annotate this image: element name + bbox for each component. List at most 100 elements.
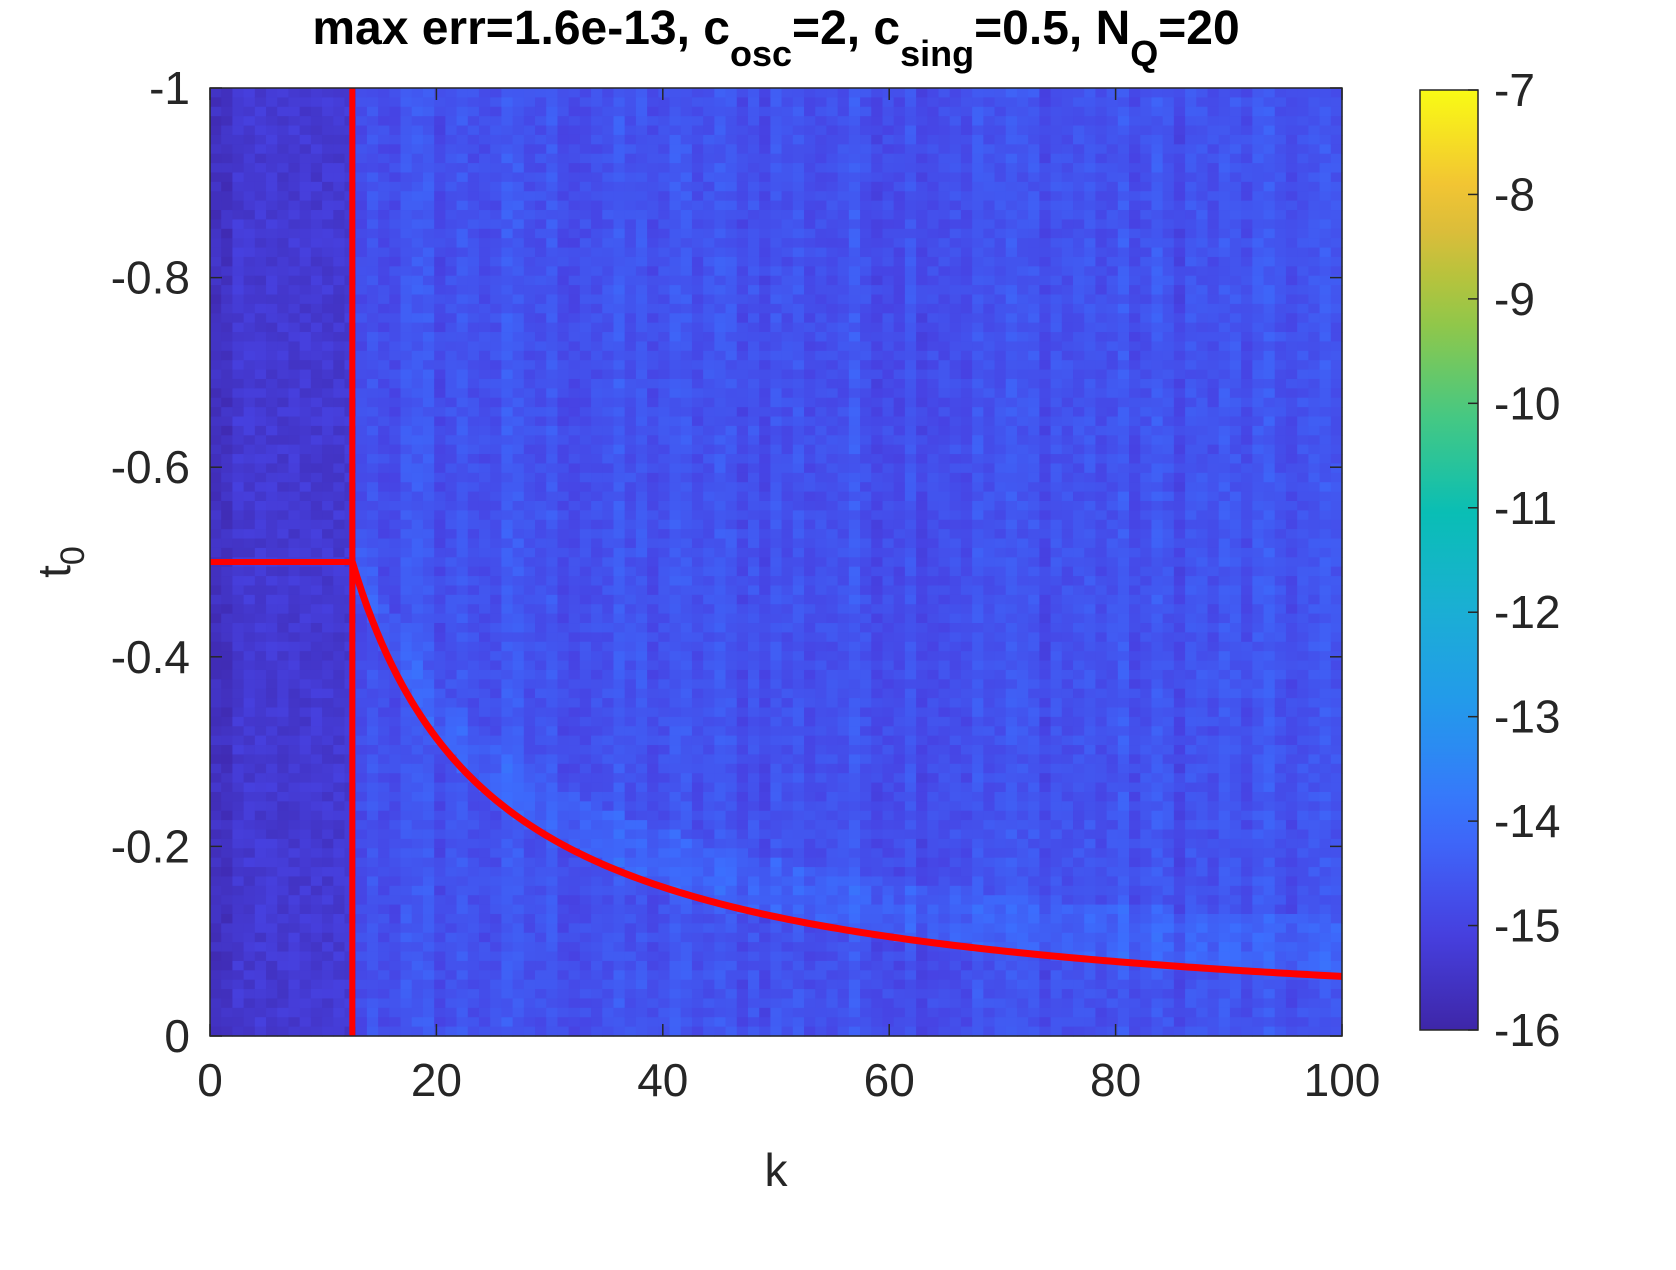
heatmap-cell: [221, 416, 234, 427]
heatmap-cell: [602, 472, 615, 483]
heatmap-cell: [624, 369, 637, 380]
heatmap-cell: [232, 210, 245, 221]
heatmap-cell: [389, 256, 402, 267]
heatmap-cell: [277, 594, 290, 605]
heatmap-cell: [378, 247, 390, 258]
heatmap-cell: [568, 735, 581, 746]
heatmap-cell: [400, 181, 413, 192]
heatmap-cell: [266, 388, 278, 399]
heatmap-cell: [434, 88, 446, 98]
heatmap-cell: [635, 378, 648, 389]
heatmap-cell: [624, 219, 637, 230]
heatmap-cell: [277, 313, 290, 324]
heatmap-cell: [366, 88, 379, 98]
heatmap-cell: [310, 791, 323, 802]
heatmap-cell: [535, 1026, 547, 1037]
heatmap-cell: [602, 979, 615, 990]
heatmap-cell: [759, 247, 771, 258]
heatmap-cell: [591, 360, 603, 371]
heatmap-cell: [635, 407, 648, 418]
heatmap-cell: [680, 332, 693, 343]
heatmap-cell: [669, 181, 682, 192]
heatmap-cell: [422, 369, 435, 380]
heatmap-cell: [478, 144, 491, 155]
heatmap-cell: [691, 932, 704, 943]
heatmap-cell: [232, 500, 245, 511]
heatmap-cell: [310, 960, 323, 971]
heatmap-cell: [602, 632, 615, 643]
heatmap-cell: [378, 510, 390, 521]
heatmap-cell: [467, 463, 480, 474]
heatmap-cell: [366, 247, 379, 258]
heatmap-cell: [691, 388, 704, 399]
heatmap-cell: [333, 623, 346, 633]
heatmap-cell: [467, 745, 480, 756]
heatmap-cell: [288, 322, 301, 333]
heatmap-cell: [523, 472, 536, 483]
heatmap-cell: [624, 181, 637, 192]
heatmap-cell: [434, 378, 446, 389]
heatmap-cell: [613, 275, 626, 286]
heatmap-cell: [243, 163, 256, 174]
heatmap-cell: [602, 88, 615, 98]
heatmap-cell: [747, 191, 760, 202]
heatmap-cell: [568, 885, 581, 896]
heatmap-cell: [725, 698, 738, 709]
heatmap-cell: [389, 341, 402, 352]
heatmap-cell: [333, 576, 346, 587]
heatmap-cell: [591, 613, 603, 624]
heatmap-cell: [355, 482, 368, 493]
heatmap-cell: [523, 88, 536, 98]
heatmap-cell: [523, 444, 536, 455]
heatmap-cell: [378, 904, 390, 915]
heatmap-cell: [333, 510, 346, 521]
heatmap-cell: [366, 669, 379, 680]
heatmap-cell: [243, 773, 256, 784]
heatmap-cell: [613, 913, 626, 924]
heatmap-cell: [546, 763, 559, 774]
heatmap-cell: [680, 1026, 693, 1037]
heatmap-cell: [602, 688, 615, 699]
heatmap-cell: [254, 472, 267, 483]
heatmap-cell: [434, 144, 446, 155]
heatmap-cell: [624, 632, 637, 643]
heatmap-cell: [266, 754, 278, 765]
heatmap-cell: [624, 829, 637, 840]
heatmap-cell: [714, 153, 727, 164]
heatmap-cell: [389, 210, 402, 221]
heatmap-cell: [422, 303, 435, 314]
heatmap-cell: [736, 604, 749, 615]
heatmap-cell: [714, 1007, 727, 1018]
heatmap-cell: [467, 669, 480, 680]
heatmap-cell: [355, 867, 368, 878]
heatmap-cell: [691, 144, 704, 155]
heatmap-cell: [568, 942, 581, 953]
heatmap-cell: [490, 942, 503, 953]
heatmap-cell: [747, 885, 760, 896]
heatmap-cell: [456, 745, 469, 756]
heatmap-cell: [467, 857, 480, 868]
heatmap-cell: [546, 106, 559, 117]
heatmap-cell: [579, 88, 592, 98]
heatmap-cell: [210, 716, 222, 727]
heatmap-cell: [669, 1017, 682, 1028]
heatmap-cell: [422, 163, 435, 174]
heatmap-cell: [434, 623, 446, 633]
heatmap-cell: [434, 407, 446, 418]
heatmap-cell: [467, 444, 480, 455]
heatmap-cell: [501, 153, 514, 164]
heatmap-cell: [579, 669, 592, 680]
heatmap-cell: [333, 435, 346, 446]
heatmap-cell: [613, 838, 626, 849]
heatmap-cell: [210, 519, 222, 530]
heatmap-cell: [669, 970, 682, 981]
heatmap-cell: [669, 191, 682, 202]
heatmap-cell: [624, 256, 637, 267]
heatmap-cell: [647, 904, 659, 915]
heatmap-cell: [299, 454, 312, 465]
heatmap-cell: [232, 285, 245, 296]
heatmap-cell: [591, 106, 603, 117]
heatmap-cell: [288, 256, 301, 267]
heatmap-cell: [434, 829, 446, 840]
heatmap-cell: [389, 454, 402, 465]
